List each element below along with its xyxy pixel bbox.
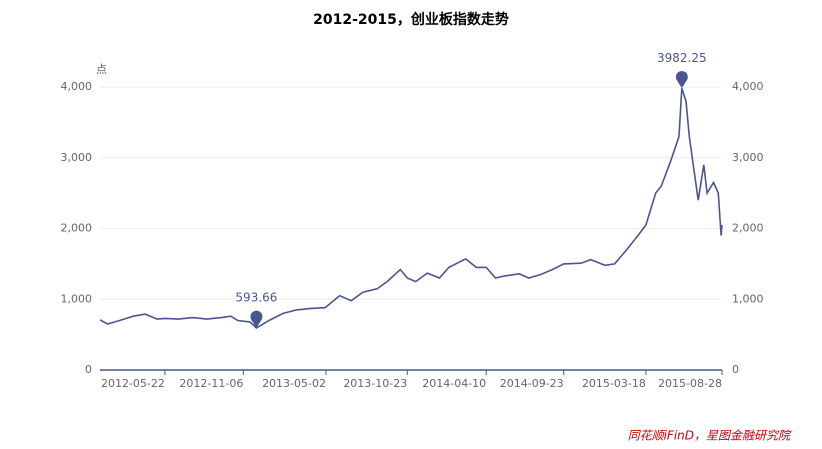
chart-title: 2012-2015，创业板指数走势 <box>313 11 509 28</box>
y-tick-label: 4,000 <box>61 80 93 93</box>
y-unit: 点 <box>96 63 107 76</box>
y2-tick-label: 3,000 <box>732 151 764 164</box>
x-tick-label: 2012-11-06 <box>179 377 243 390</box>
y-tick-label: 1,000 <box>61 292 93 305</box>
annotation-pin <box>675 70 688 89</box>
annotation-label: 593.66 <box>235 290 277 304</box>
x-tick-label: 2012-05-22 <box>101 377 165 390</box>
x-tick-label: 2014-09-23 <box>500 377 564 390</box>
y2-tick-label: 0 <box>732 363 739 376</box>
x-tick-label: 2014-04-10 <box>422 377 486 390</box>
y-tick-label: 3,000 <box>61 151 93 164</box>
x-tick-label: 2013-10-23 <box>343 377 407 390</box>
y-tick-label: 0 <box>85 363 92 376</box>
annotation-pin <box>250 310 263 328</box>
y-tick-label: 2,000 <box>61 222 93 235</box>
x-tick-label: 2015-08-28 <box>658 377 722 390</box>
y2-tick-label: 4,000 <box>732 80 764 93</box>
annotation-label: 3982.25 <box>657 51 707 65</box>
x-tick-label: 2015-03-18 <box>582 377 646 390</box>
x-tick-label: 2013-05-02 <box>262 377 326 390</box>
y2-tick-label: 1,000 <box>732 292 764 305</box>
source: 同花顺iFinD，星图金融研究院 <box>628 429 792 443</box>
line <box>99 88 723 329</box>
y2-tick-label: 2,000 <box>732 222 764 235</box>
